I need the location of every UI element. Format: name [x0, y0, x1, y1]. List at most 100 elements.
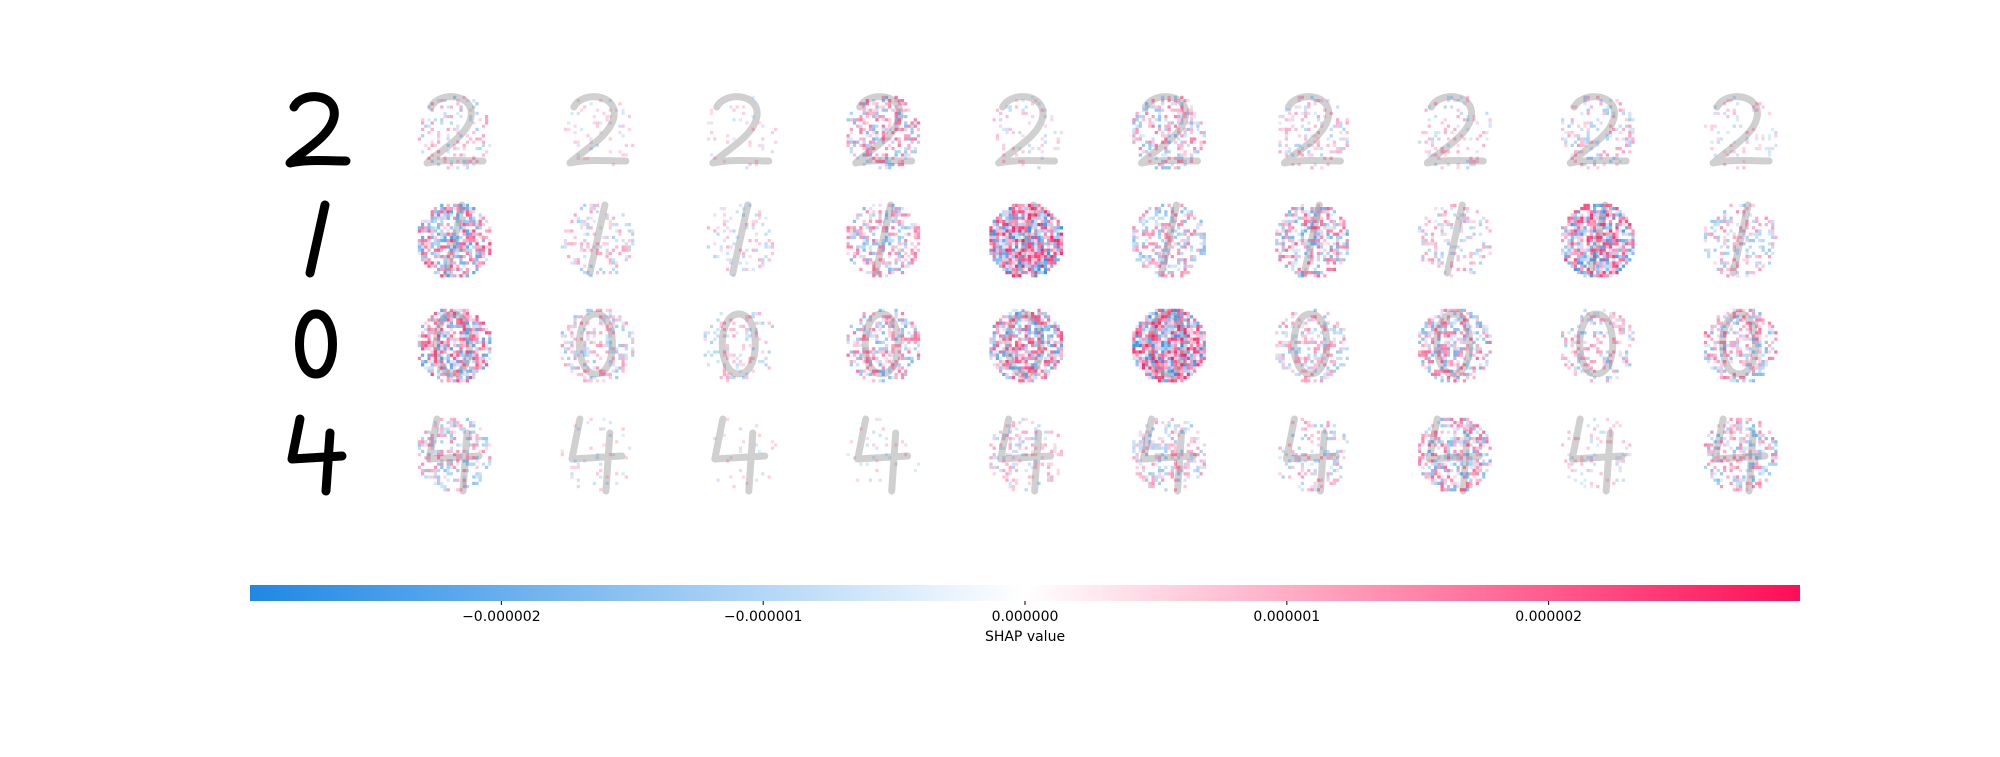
- shap-pixel: [872, 372, 876, 376]
- shap-pixel: [1132, 127, 1136, 131]
- shap-pixel: [1043, 321, 1047, 325]
- shap-pixel: [421, 229, 425, 233]
- shap-pixel: [449, 353, 453, 357]
- shap-pixel: [1446, 239, 1451, 243]
- shap-pixel: [1605, 267, 1609, 271]
- shap-pixel: [605, 334, 609, 338]
- shap-pixel: [1059, 232, 1063, 236]
- shap-pixel: [1170, 213, 1174, 217]
- shap-pixel: [579, 350, 584, 354]
- shap-pixel: [891, 239, 895, 243]
- shap-pixel: [1183, 159, 1187, 163]
- shap-pixel: [1002, 159, 1006, 163]
- shap-pixel: [453, 147, 457, 151]
- shap-pixel: [1729, 216, 1733, 220]
- shap-pixel: [621, 366, 625, 370]
- shap-pixel: [615, 239, 619, 243]
- shap-pixel: [446, 115, 450, 119]
- shap-pixel: [427, 264, 431, 268]
- shap-pixel: [992, 248, 996, 252]
- shap-pixel: [611, 315, 616, 319]
- shap-pixel: [1589, 147, 1593, 151]
- shap-pixel: [1751, 127, 1756, 131]
- shap-pixel: [462, 324, 466, 328]
- shap-pixel: [1275, 344, 1279, 348]
- shap-pixel: [485, 121, 489, 125]
- shap-pixel: [611, 363, 616, 367]
- shap-pixel: [1320, 147, 1324, 151]
- shap-pixel: [573, 235, 577, 239]
- shap-pixel: [453, 308, 457, 312]
- shap-pixel: [446, 229, 450, 233]
- shap-pixel: [1161, 140, 1165, 144]
- shap-pixel: [1326, 235, 1330, 239]
- shap-pixel: [608, 347, 612, 351]
- shap-pixel: [1339, 150, 1343, 154]
- shap-pixel: [465, 328, 469, 332]
- shap-pixel: [1183, 331, 1187, 335]
- shap-pixel: [427, 124, 431, 128]
- shap-pixel: [1291, 226, 1295, 230]
- shap-pixel: [456, 344, 460, 348]
- shap-pixel: [1469, 255, 1473, 259]
- shap-pixel: [1612, 127, 1616, 131]
- shap-pixel: [1767, 232, 1772, 236]
- shap-pixel: [1726, 153, 1730, 157]
- shap-pixel: [449, 232, 453, 236]
- shap-pixel: [716, 318, 720, 322]
- shap-pixel: [1589, 251, 1593, 255]
- shap-pixel: [884, 239, 889, 243]
- shap-pixel: [910, 124, 914, 128]
- shap-pixel: [1173, 379, 1178, 383]
- shap-pixel: [424, 229, 428, 233]
- shap-pixel: [1323, 156, 1327, 160]
- shap-pixel: [1748, 203, 1752, 207]
- shap-pixel: [1446, 124, 1451, 128]
- shap-pixel: [891, 203, 895, 207]
- shap-pixel: [1011, 258, 1015, 262]
- shap-pixel: [488, 251, 492, 255]
- shap-pixel: [1615, 235, 1619, 239]
- shap-pixel: [1573, 242, 1577, 246]
- shap-pixel: [437, 210, 441, 214]
- shap-pixel: [427, 248, 431, 252]
- shap-pixel: [573, 140, 577, 144]
- shap-pixel: [475, 356, 479, 360]
- shap-pixel: [1710, 127, 1714, 131]
- digit-shadow: [995, 93, 1059, 167]
- shap-pixel: [472, 340, 476, 344]
- shap-pixel: [999, 111, 1003, 115]
- shap-pixel: [1018, 347, 1022, 351]
- shap-pixel: [1148, 153, 1152, 157]
- shap-pixel: [1002, 255, 1006, 259]
- shap-pixel: [1186, 111, 1190, 115]
- shap-pixel: [437, 223, 441, 227]
- shap-pixel: [904, 239, 908, 243]
- shap-pixel: [865, 350, 869, 354]
- shap-pixel: [1008, 261, 1012, 265]
- shap-pixel: [1164, 137, 1168, 141]
- shap-pixel: [878, 350, 882, 354]
- shap-pixel: [1186, 366, 1190, 370]
- shap-pixel: [1186, 210, 1190, 214]
- shap-pixel: [1008, 223, 1012, 227]
- shap-pixel: [478, 232, 482, 236]
- shap-pixel: [1297, 340, 1301, 344]
- shap-pixel: [631, 337, 635, 341]
- shap-pixel: [1031, 232, 1035, 236]
- shap-pixel: [481, 347, 485, 351]
- shap-pixel: [900, 242, 905, 246]
- shap-pixel: [1015, 203, 1019, 207]
- shap-pixel: [1284, 366, 1288, 370]
- shap-pixel: [443, 372, 447, 376]
- shap-pixel: [1154, 166, 1158, 170]
- shap-pixel: [1018, 274, 1022, 278]
- shap-pixel: [1024, 337, 1028, 341]
- shap-pixel: [884, 163, 889, 167]
- shap-pixel: [1021, 226, 1025, 230]
- shap-pixel: [1583, 99, 1587, 103]
- shap-pixel: [443, 213, 447, 217]
- shap-pixel: [1564, 245, 1568, 249]
- shap-pixel: [443, 350, 447, 354]
- shap-pixel: [1005, 258, 1009, 262]
